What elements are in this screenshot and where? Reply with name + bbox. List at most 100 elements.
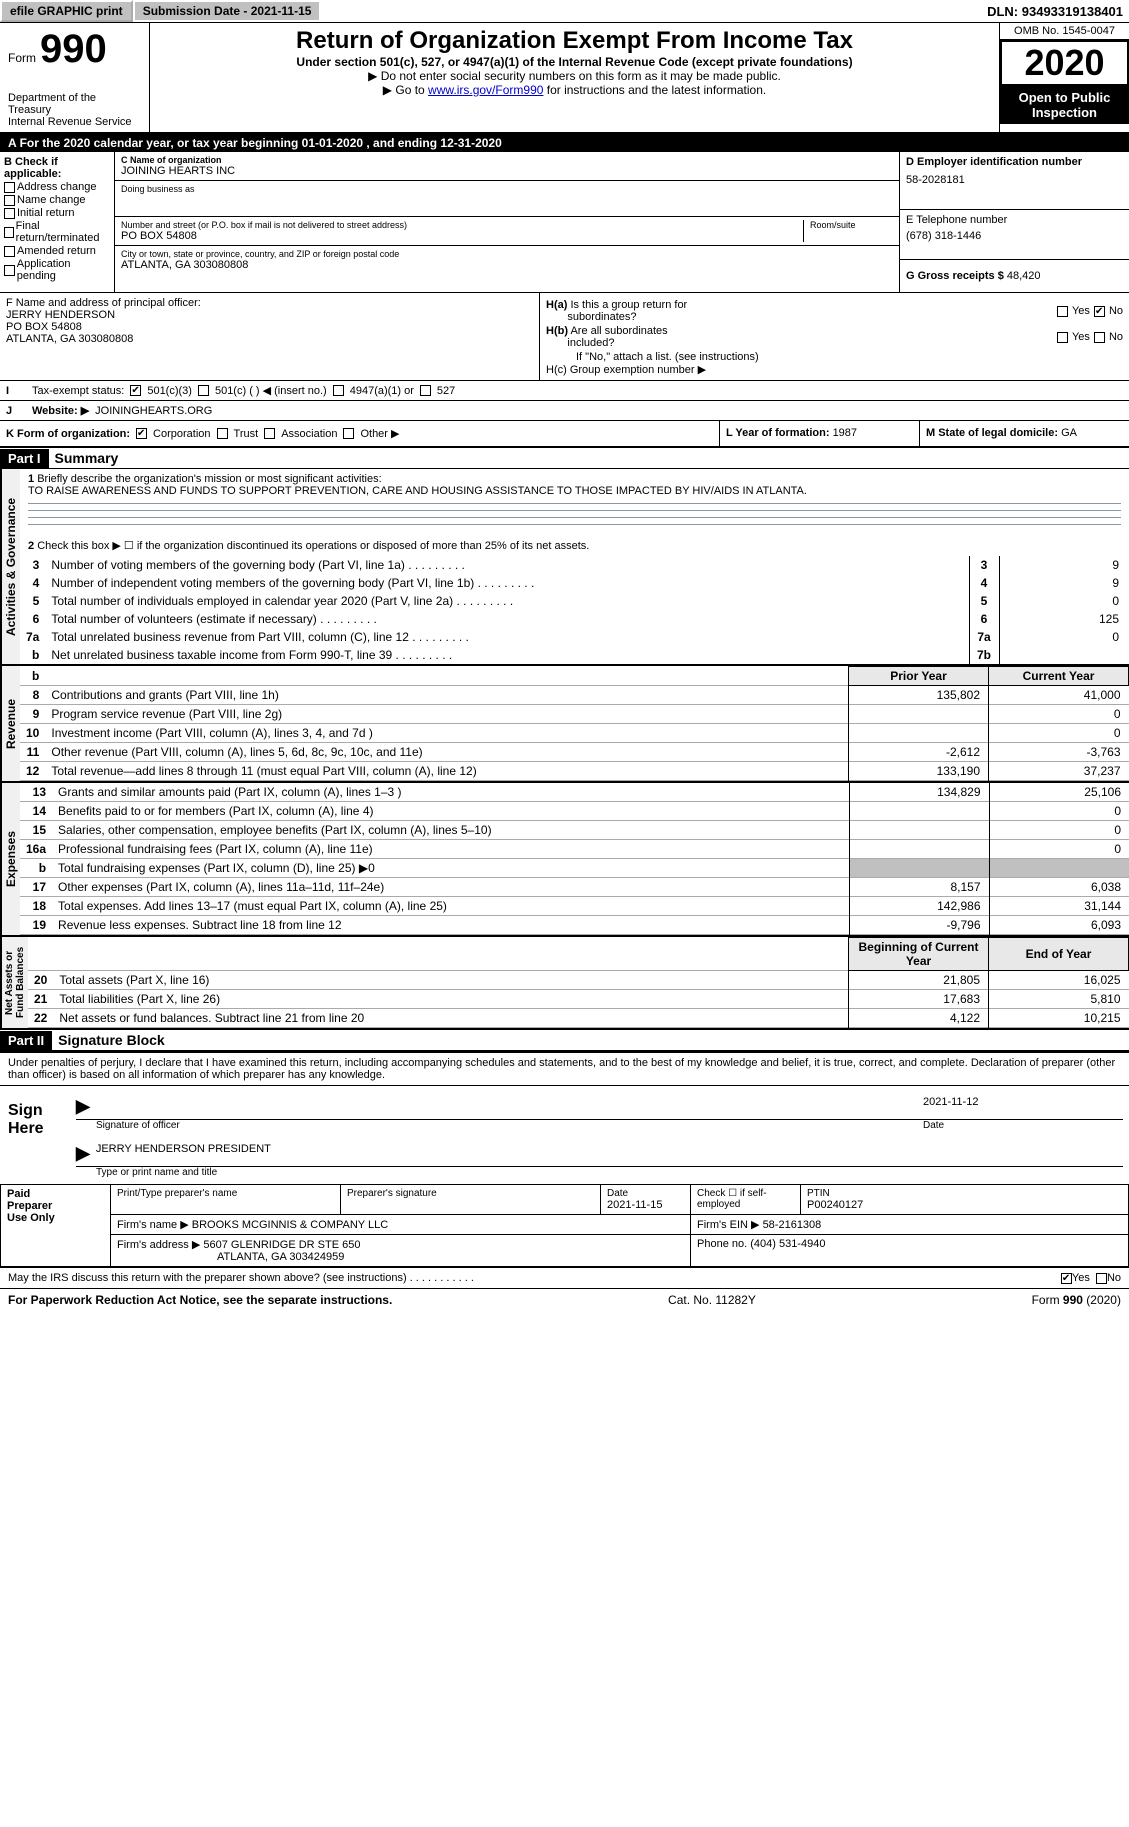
chk-address-change[interactable] — [4, 182, 15, 193]
section-bcdefg: B Check if applicable: Address change Na… — [0, 152, 1129, 293]
discuss-no[interactable] — [1096, 1273, 1107, 1284]
chk-assoc[interactable] — [264, 428, 275, 439]
prep-name-label: Print/Type preparer's name — [117, 1188, 334, 1199]
hb-yes[interactable] — [1057, 332, 1068, 343]
chk-other[interactable] — [343, 428, 354, 439]
instructions-link[interactable]: www.irs.gov/Form990 — [428, 83, 543, 97]
discuss-yes[interactable] — [1061, 1273, 1072, 1284]
preparer-table: PaidPreparerUse Only Print/Type preparer… — [0, 1184, 1129, 1267]
ha-yes[interactable] — [1057, 306, 1068, 317]
chk-final-return[interactable] — [4, 227, 14, 238]
current-year: 0 — [989, 724, 1129, 743]
officer-name: JERRY HENDERSON — [6, 309, 533, 321]
hc-label: H(c) Group exemption number ▶ — [546, 363, 1123, 376]
signature-block: Under penalties of perjury, I declare th… — [0, 1051, 1129, 1288]
chk-trust[interactable] — [217, 428, 228, 439]
line-num: 16a — [20, 840, 52, 859]
sig-officer-field[interactable] — [96, 1096, 923, 1117]
chk-pending[interactable] — [4, 265, 15, 276]
net-table: Beginning of Current YearEnd of Year 20T… — [28, 937, 1129, 1028]
line-ref: 5 — [969, 592, 999, 610]
l-value: 1987 — [833, 427, 857, 439]
prior-year: 135,802 — [849, 686, 989, 705]
chk-4947[interactable] — [333, 385, 344, 396]
current-year: 6,093 — [989, 916, 1129, 935]
dln: DLN: 93493319138401 — [987, 4, 1129, 19]
prior-year — [849, 821, 989, 840]
firm-phone-label: Phone no. — [697, 1238, 750, 1250]
firm-addr2: ATLANTA, GA 303424959 — [117, 1251, 344, 1263]
gov-table: 3Number of voting members of the governi… — [20, 556, 1129, 664]
arrow-icon-2: ▶ — [76, 1143, 90, 1164]
addr-value: PO BOX 54808 — [121, 230, 803, 242]
hb-note: If "No," attach a list. (see instruction… — [546, 351, 1123, 363]
prep-date-label: Date — [607, 1188, 684, 1199]
line-num: 19 — [20, 916, 52, 935]
chk-527[interactable] — [420, 385, 431, 396]
subtitle-1: Under section 501(c), 527, or 4947(a)(1)… — [154, 55, 995, 69]
chk-amended[interactable] — [4, 246, 15, 257]
efile-print-button[interactable]: efile GRAPHIC print — [0, 0, 133, 22]
chk-initial-return[interactable] — [4, 208, 15, 219]
q1-label: Briefly describe the organization's miss… — [37, 473, 381, 485]
firm-addr-label: Firm's address ▶ — [117, 1239, 203, 1251]
line-num: 4 — [20, 574, 45, 592]
line-desc: Revenue less expenses. Subtract line 18 … — [52, 916, 849, 935]
gross-receipts: G Gross receipts $ 48,420 — [906, 270, 1123, 282]
ha-label: H(a) Is this a group return for subordin… — [546, 299, 1053, 323]
footer: For Paperwork Reduction Act Notice, see … — [0, 1288, 1129, 1311]
addr-label: Number and street (or P.O. box if mail i… — [121, 220, 803, 230]
line-desc: Number of voting members of the governin… — [45, 556, 969, 574]
eoy-header: End of Year — [989, 938, 1129, 971]
ha-no[interactable] — [1094, 306, 1105, 317]
prior-year: -9,796 — [849, 916, 989, 935]
chk-501c[interactable] — [198, 385, 209, 396]
part1-title: Summary — [49, 448, 125, 468]
line-desc: Professional fundraising fees (Part IX, … — [52, 840, 849, 859]
tax-status-row: I Tax-exempt status: 501(c)(3) 501(c) ( … — [0, 381, 1129, 401]
opt-final-return: Final return/terminated — [16, 220, 110, 244]
sub3-post: for instructions and the latest informat… — [543, 83, 766, 97]
prior-year — [849, 840, 989, 859]
revenue-section: Revenue bPrior YearCurrent Year 8Contrib… — [0, 666, 1129, 783]
line-num: 21 — [28, 990, 53, 1009]
chk-name-change[interactable] — [4, 195, 15, 206]
line-num: b — [20, 646, 45, 664]
k-label: K Form of organization: — [6, 428, 130, 440]
line-num: 10 — [20, 724, 45, 743]
eoy: 5,810 — [989, 990, 1129, 1009]
chk-501c3[interactable] — [130, 385, 141, 396]
top-bar: efile GRAPHIC print Submission Date - 20… — [0, 0, 1129, 23]
sign-here-label: SignHere — [0, 1086, 70, 1184]
rev-table: bPrior YearCurrent Year 8Contributions a… — [20, 666, 1129, 781]
form-number: 990 — [40, 27, 107, 72]
prior-year — [849, 802, 989, 821]
current-year: -3,763 — [989, 743, 1129, 762]
exp-table: 13Grants and similar amounts paid (Part … — [20, 783, 1129, 935]
exp-vert-label: Expenses — [0, 783, 20, 935]
opt-corp: Corporation — [153, 428, 210, 440]
opt-527: 527 — [437, 385, 455, 397]
department: Department of the TreasuryInternal Reven… — [8, 92, 141, 128]
hb-no[interactable] — [1094, 332, 1105, 343]
submission-date-label: Submission Date - — [143, 4, 251, 18]
line-desc: Total liabilities (Part X, line 26) — [53, 990, 848, 1009]
chk-corp[interactable] — [136, 428, 147, 439]
prior-year — [849, 859, 989, 878]
current-year: 0 — [989, 821, 1129, 840]
opt-amended: Amended return — [17, 245, 96, 257]
prior-year: 8,157 — [849, 878, 989, 897]
mission-text: TO RAISE AWARENESS AND FUNDS TO SUPPORT … — [28, 485, 807, 497]
org-name: JOINING HEARTS INC — [121, 165, 893, 177]
current-year: 0 — [989, 840, 1129, 859]
line-desc: Total expenses. Add lines 13–17 (must eq… — [52, 897, 849, 916]
sub3-pre: ▶ Go to — [383, 83, 428, 97]
line-desc: Program service revenue (Part VIII, line… — [45, 705, 848, 724]
current-year — [989, 859, 1129, 878]
form-left: Form 990 Department of the TreasuryInter… — [0, 23, 150, 132]
submission-date-box: Submission Date - 2021-11-15 — [135, 2, 320, 20]
website-row: J Website: ▶ JOININGHEARTS.ORG — [0, 401, 1129, 421]
net-vert-label: Net Assets orFund Balances — [0, 937, 28, 1028]
line-num: 9 — [20, 705, 45, 724]
city-value: ATLANTA, GA 303080808 — [121, 259, 893, 271]
